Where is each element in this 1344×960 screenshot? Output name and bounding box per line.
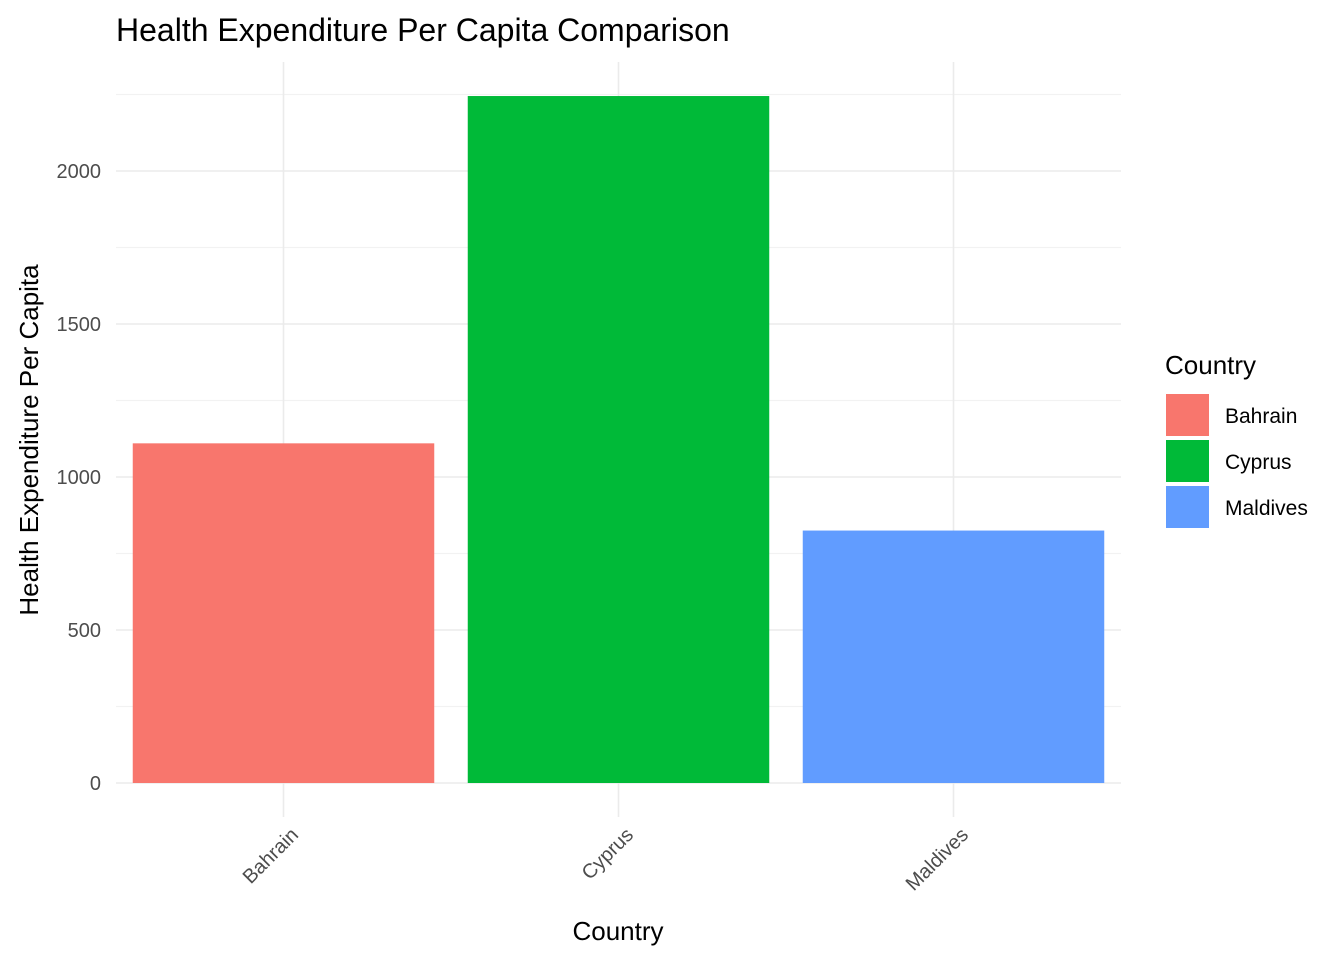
legend-label-cyprus: Cyprus (1225, 451, 1292, 474)
legend-swatch-cyprus (1166, 440, 1209, 482)
x-axis-ticks: Bahrain Cyprus Maldives (239, 824, 973, 895)
y-tick-label: 2000 (57, 161, 102, 183)
legend-swatch-bahrain (1166, 394, 1209, 436)
x-tick-label: Maldives (902, 824, 973, 895)
bar-bahrain (132, 443, 435, 783)
y-axis-ticks: 0 500 1000 1500 2000 (57, 161, 102, 795)
y-tick-label: 1000 (57, 467, 102, 489)
legend-title: Country (1165, 350, 1256, 380)
legend-label-maldives: Maldives (1225, 497, 1308, 520)
chart-title: Health Expenditure Per Capita Comparison (116, 12, 730, 48)
legend-swatch-maldives (1166, 486, 1209, 528)
x-tick-label: Cyprus (578, 824, 638, 884)
x-tick-label: Bahrain (239, 824, 303, 888)
legend-label-bahrain: Bahrain (1225, 405, 1297, 428)
bars (132, 96, 1105, 783)
legend-items: Bahrain Cyprus Maldives (1166, 394, 1308, 528)
y-tick-label: 1500 (57, 314, 102, 336)
bar-maldives (802, 530, 1105, 783)
x-axis-title: Country (572, 916, 663, 946)
y-tick-label: 500 (68, 620, 101, 642)
bar-cyprus (467, 96, 770, 783)
y-axis-title: Health Expenditure Per Capita (14, 264, 44, 616)
legend: Country Bahrain Cyprus Maldives (1165, 350, 1308, 528)
y-tick-label: 0 (90, 773, 101, 795)
